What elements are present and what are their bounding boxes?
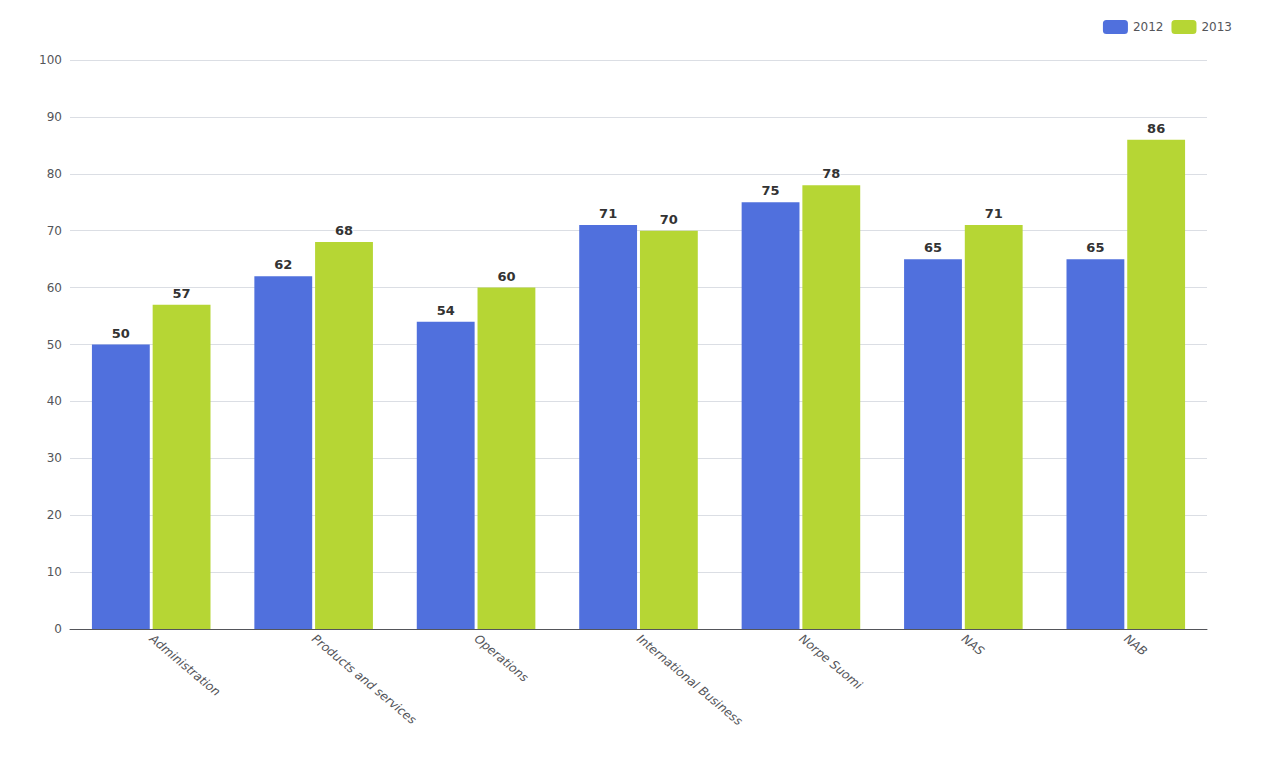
svg-text:57: 57: [173, 286, 191, 301]
svg-text:50: 50: [47, 338, 62, 352]
svg-text:71: 71: [599, 206, 617, 221]
svg-text:70: 70: [47, 224, 62, 238]
svg-text:71: 71: [985, 206, 1003, 221]
svg-text:70: 70: [660, 212, 678, 227]
svg-text:62: 62: [274, 257, 292, 272]
svg-text:50: 50: [112, 326, 130, 341]
svg-text:75: 75: [762, 183, 780, 198]
svg-text:68: 68: [335, 223, 353, 238]
svg-text:0: 0: [54, 622, 62, 636]
svg-text:2012: 2012: [1133, 20, 1164, 34]
svg-text:60: 60: [497, 269, 515, 284]
svg-text:65: 65: [924, 240, 942, 255]
svg-text:Norpe Suomi: Norpe Suomi: [796, 632, 865, 693]
svg-text:65: 65: [1086, 240, 1104, 255]
svg-text:2013: 2013: [1201, 20, 1232, 34]
svg-text:10: 10: [47, 565, 62, 579]
svg-text:Products and services: Products and services: [309, 632, 419, 727]
svg-text:International Business: International Business: [634, 632, 745, 729]
svg-text:Operations: Operations: [472, 632, 532, 685]
svg-text:90: 90: [47, 110, 62, 124]
svg-text:30: 30: [47, 451, 62, 465]
svg-text:86: 86: [1147, 121, 1165, 136]
svg-text:NAB: NAB: [1121, 632, 1149, 659]
svg-text:20: 20: [47, 508, 62, 522]
svg-text:NAS: NAS: [959, 632, 987, 659]
svg-text:100: 100: [39, 53, 62, 67]
svg-text:60: 60: [47, 281, 62, 295]
svg-text:40: 40: [47, 394, 62, 408]
svg-text:54: 54: [437, 303, 455, 318]
svg-text:78: 78: [822, 166, 840, 181]
svg-text:Administration: Administration: [146, 631, 223, 699]
svg-text:80: 80: [47, 167, 62, 181]
